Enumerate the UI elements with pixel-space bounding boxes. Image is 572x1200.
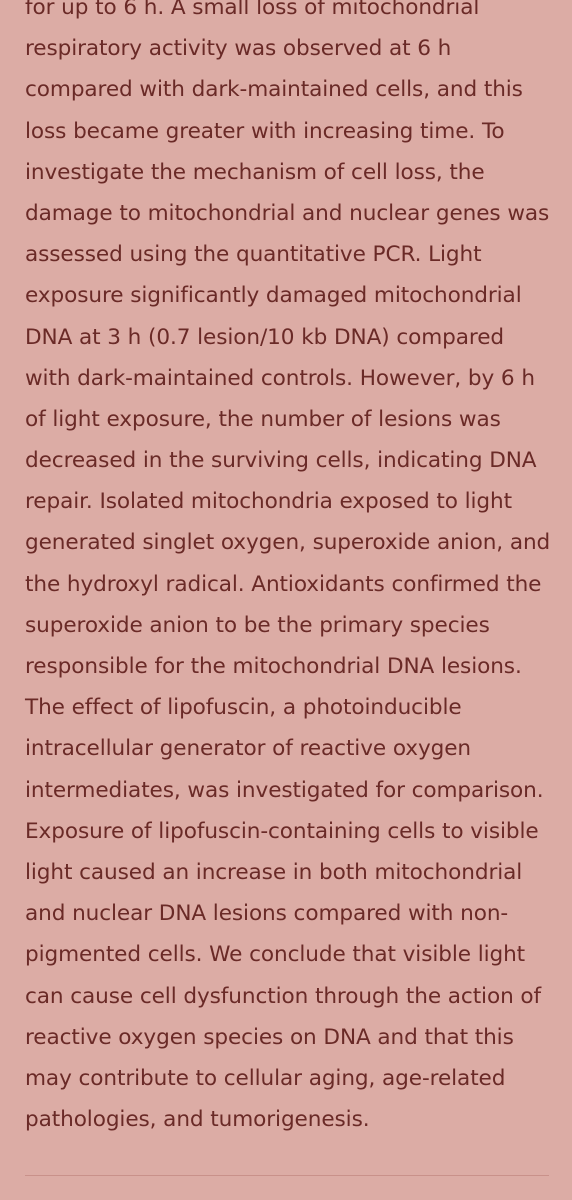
abstract-line: DNA at 3 h (0.7 lesion/10 kb DNA) compar…: [25, 324, 504, 350]
abstract-line: assessed using the quantitative PCR. Lig…: [25, 242, 482, 268]
abstract-line: loss became greater with increasing time…: [25, 118, 505, 144]
abstract-line: the hydroxyl radical. Antioxidants confi…: [25, 571, 542, 597]
abstract-line: compared with dark-maintained cells, and…: [25, 77, 523, 103]
section-divider: [25, 1175, 549, 1176]
abstract-line: may contribute to cellular aging, age-re…: [25, 1065, 506, 1091]
abstract-line: Exposure of lipofuscin-containing cells …: [25, 818, 539, 844]
abstract-line: light caused an increase in both mitocho…: [25, 859, 523, 885]
abstract-line: respiratory activity was observed at 6 h: [25, 36, 452, 62]
abstract-line: The effect of lipofuscin, a photoinducib…: [25, 695, 462, 721]
abstract-line: generated singlet oxygen, superoxide ani…: [25, 530, 551, 556]
abstract-line: responsible for the mitochondrial DNA le…: [25, 654, 522, 679]
abstract-line: investigate the mechanism of cell loss, …: [25, 159, 485, 185]
abstract-line: for up to 6 h. A small loss of mitochond…: [25, 0, 480, 20]
abstract-line: with dark-maintained controls. However, …: [25, 365, 535, 391]
abstract-line: superoxide anion to be the primary speci…: [25, 612, 490, 638]
abstract-line: intracellular generator of reactive oxyg…: [25, 736, 472, 762]
abstract-line: damage to mitochondrial and nuclear gene…: [25, 200, 550, 226]
abstract-line: repair. Isolated mitochondria exposed to…: [25, 489, 512, 515]
abstract-line: pigmented cells. We conclude that visibl…: [25, 942, 526, 968]
abstract-line: decreased in the surviving cells, indica…: [25, 448, 537, 474]
abstract-line: can cause cell dysfunction through the a…: [25, 983, 542, 1009]
abstract-line: of light exposure, the number of lesions…: [25, 406, 501, 432]
abstract-line: exposure significantly damaged mitochond…: [25, 283, 522, 309]
abstract-line: and nuclear DNA lesions compared with no…: [25, 901, 509, 927]
abstract-text: for up to 6 h. A small loss of mitochond…: [25, 0, 561, 1140]
abstract-line: pathologies, and tumorigenesis.: [25, 1107, 370, 1133]
abstract-line: intermediates, was investigated for comp…: [25, 777, 544, 803]
abstract-line: reactive oxygen species on DNA and that …: [25, 1024, 514, 1050]
